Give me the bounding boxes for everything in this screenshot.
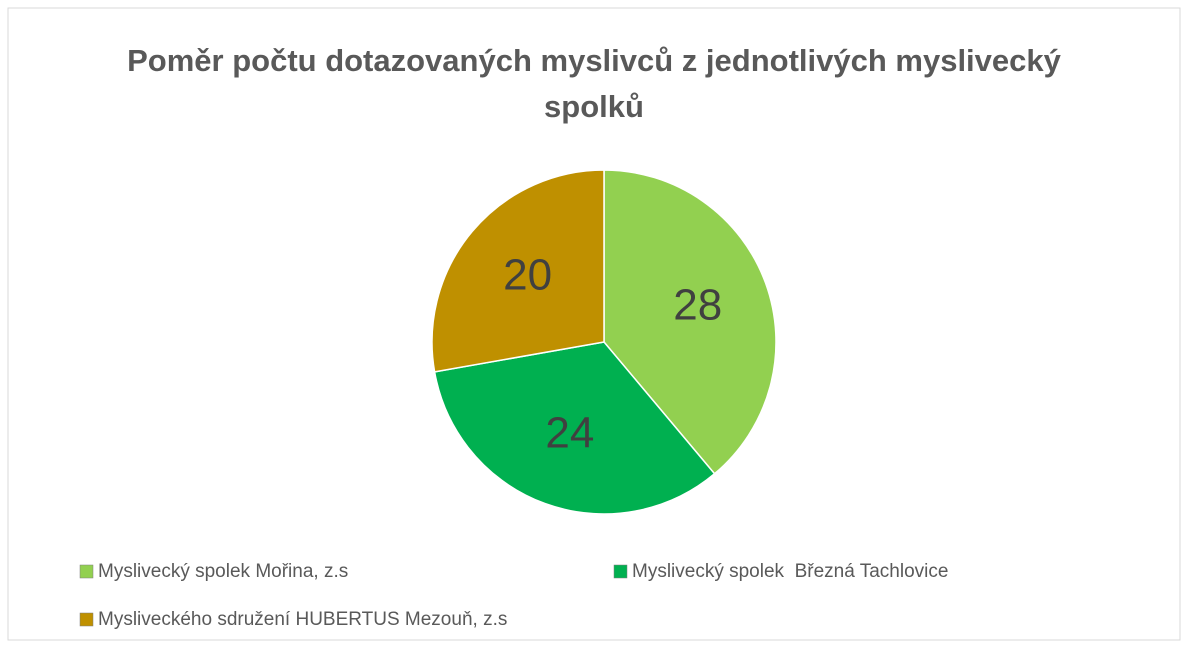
legend-label: Myslivecký spolek Mořina, z.s xyxy=(98,561,348,582)
data-label: 28 xyxy=(673,281,722,330)
pie-slice xyxy=(431,169,605,373)
data-label: 24 xyxy=(545,408,594,457)
legend-swatch xyxy=(79,564,94,579)
pie-slice xyxy=(603,169,777,475)
legend-label: Myslivecký spolek Březná Tachlovice xyxy=(632,561,948,582)
pie-slice xyxy=(433,341,716,515)
data-label: 20 xyxy=(503,251,552,300)
chart-title: Poměr počtu dotazovaných myslivců z jedn… xyxy=(127,43,1061,124)
legend-swatch xyxy=(79,612,94,627)
legend-label: Mysliveckého sdružení HUBERTUS Mezouň, z… xyxy=(98,609,507,630)
chart-frame xyxy=(7,7,1181,641)
legend-swatch xyxy=(613,564,628,579)
